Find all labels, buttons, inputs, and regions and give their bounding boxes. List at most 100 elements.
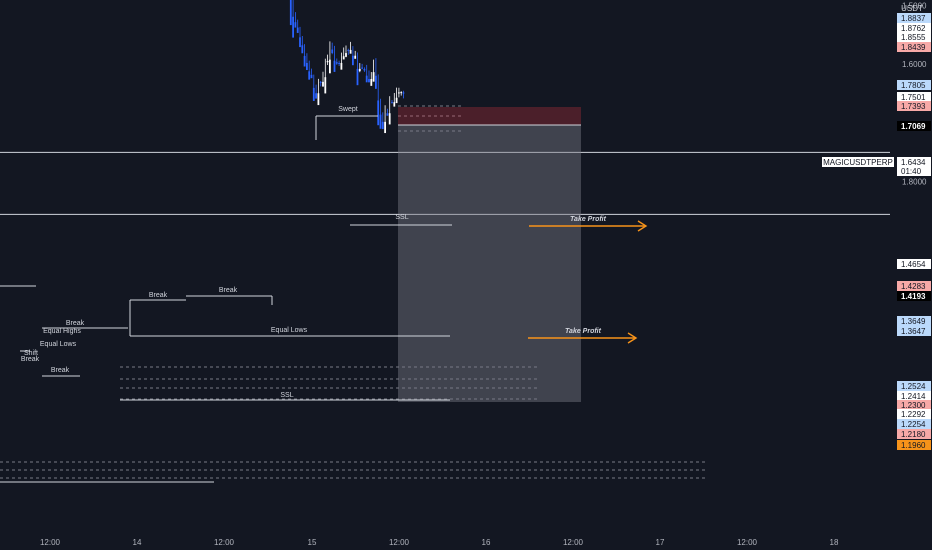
price-tag[interactable] [897, 419, 931, 429]
price-tag-label: 1.3649 [901, 317, 926, 326]
price-tag-label: 1.7069 [901, 122, 926, 131]
candle [340, 62, 343, 70]
price-tag-label: 1.8555 [901, 33, 926, 42]
price-tag[interactable] [897, 381, 931, 391]
price-tag-label: 1.2292 [901, 410, 926, 419]
price-tag[interactable] [897, 281, 931, 291]
price-tag-label: 1.2254 [901, 420, 926, 429]
candle [377, 100, 380, 126]
price-tag[interactable] [897, 259, 931, 269]
price-tag-label: 1.8439 [901, 43, 926, 52]
candle [301, 45, 304, 54]
price-tag[interactable] [897, 166, 931, 176]
annotation-label: Break [66, 320, 85, 327]
price-tag-label: 1.4283 [901, 282, 926, 291]
take-profit-label: Take Profit [565, 328, 602, 335]
symbol-label: MAGICUSDTPERP [823, 158, 893, 167]
price-tag[interactable] [897, 13, 931, 23]
candle [289, 0, 292, 26]
price-tag[interactable] [897, 291, 931, 301]
candle [375, 75, 377, 89]
price-tag[interactable] [897, 316, 931, 326]
x-tick-label: 12:00 [389, 538, 410, 547]
price-tag-label: 1.6434 [901, 158, 926, 167]
candle [347, 49, 350, 51]
candle [393, 102, 396, 107]
price-tag[interactable] [897, 32, 931, 42]
candle [303, 55, 306, 67]
x-tick-label: 12:00 [214, 538, 235, 547]
price-tag-label: 1.4193 [901, 292, 926, 301]
take-profit-arrowhead [637, 220, 648, 232]
annotation-label: SSL [395, 214, 408, 221]
candle [306, 62, 308, 71]
price-tag-label: 1.3647 [901, 327, 926, 336]
symbol-badge[interactable] [822, 157, 894, 167]
annotation-label: Equal Highs [43, 328, 81, 335]
candle [381, 121, 384, 130]
annotation-label: Break [219, 287, 238, 294]
price-tag[interactable] [897, 80, 931, 90]
stop-loss-zone[interactable] [398, 107, 581, 125]
candle [315, 93, 317, 99]
annotation-label: Shift [24, 350, 38, 357]
price-tag-label: 1.7501 [901, 93, 926, 102]
profit-zone[interactable] [398, 125, 581, 402]
annotation-label: Break [51, 367, 70, 374]
price-tag[interactable] [897, 92, 931, 102]
price-tag[interactable] [897, 429, 931, 439]
price-tag-label: 1.2414 [901, 392, 926, 401]
price-tag[interactable] [897, 23, 931, 33]
candle [345, 53, 347, 57]
price-tag-label: 1.7393 [901, 102, 926, 111]
candle [319, 81, 322, 83]
x-tick-label: 16 [482, 538, 491, 547]
price-tag[interactable] [897, 440, 931, 450]
candle [342, 56, 345, 60]
price-tag[interactable] [897, 157, 931, 167]
candle [349, 49, 352, 54]
candle [400, 92, 403, 94]
candle [372, 72, 375, 82]
annotation-label: Swept [338, 106, 358, 113]
price-tag[interactable] [897, 101, 931, 111]
candle [338, 62, 340, 64]
candle [356, 68, 359, 86]
candle [299, 37, 301, 48]
x-tick-label: 12:00 [40, 538, 61, 547]
y-tick-label: 1.6000 [902, 60, 927, 69]
candle [296, 27, 299, 33]
x-tick-label: 14 [133, 538, 142, 547]
price-tag[interactable] [897, 400, 931, 410]
price-tag[interactable] [897, 391, 931, 401]
candle [358, 68, 361, 72]
candle [310, 74, 313, 79]
annotation-label: Break [149, 292, 168, 299]
price-tag[interactable] [897, 42, 931, 52]
price-axis[interactable] [890, 0, 932, 550]
candle [326, 60, 329, 63]
price-tag[interactable] [897, 326, 931, 336]
candle [398, 92, 400, 94]
time-axis[interactable] [0, 534, 932, 550]
price-tag-label: 1.1960 [901, 441, 926, 450]
candle [294, 22, 297, 28]
candle [388, 113, 391, 125]
candle [365, 75, 368, 83]
candle [308, 71, 311, 80]
candle [386, 113, 389, 116]
candle [384, 121, 386, 134]
candle [352, 55, 354, 66]
candle [391, 102, 393, 104]
candle [317, 93, 320, 106]
candle [324, 77, 327, 94]
price-tag[interactable] [897, 409, 931, 419]
price-tag[interactable] [897, 121, 931, 131]
price-tag-label: 1.7805 [901, 81, 926, 90]
candle [402, 92, 405, 94]
price-tag-label: 1.8837 [901, 14, 926, 23]
take-profit-label: Take Profit [570, 216, 607, 223]
price-tag-label: 1.2180 [901, 430, 926, 439]
